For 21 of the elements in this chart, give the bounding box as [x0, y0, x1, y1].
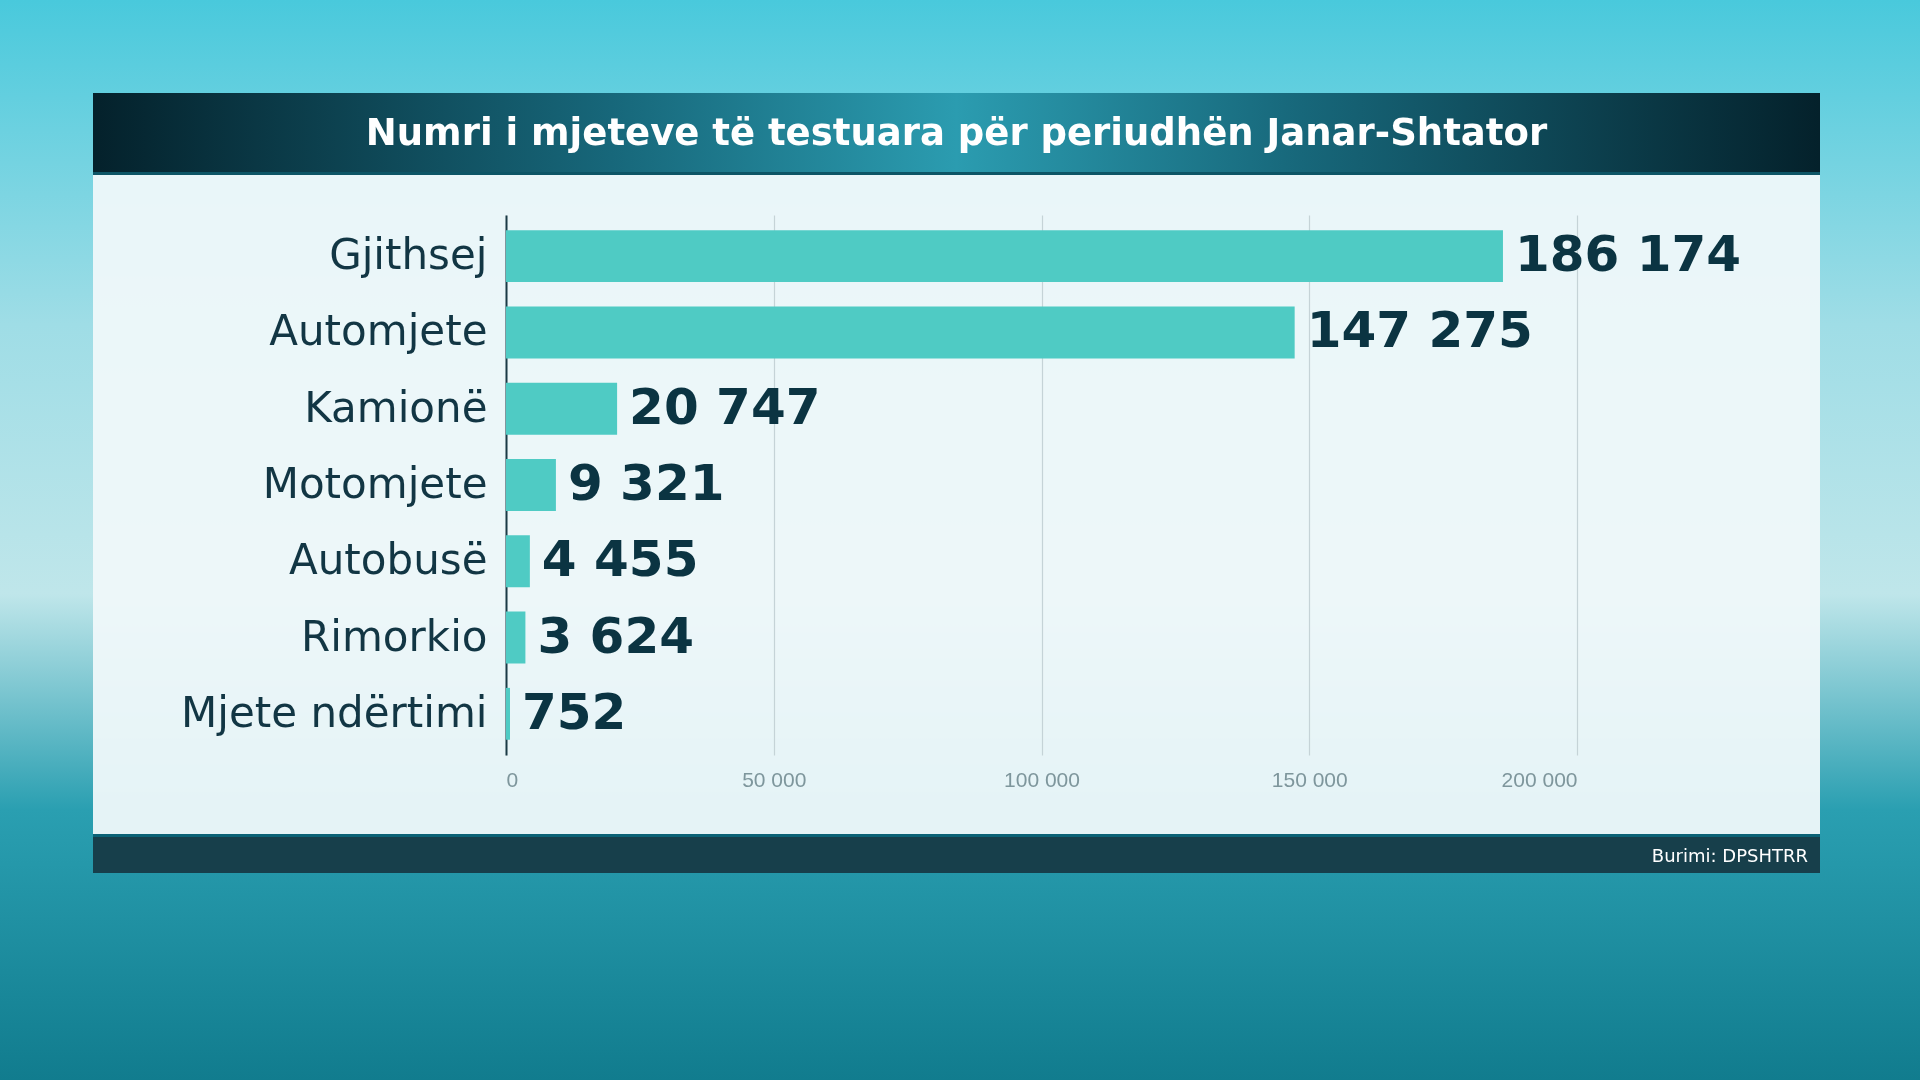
data-label: 3 624	[537, 606, 694, 665]
data-label: 9 321	[567, 454, 725, 512]
text: Burimi: DPSHTRR	[1651, 844, 1808, 866]
y-tick-label: Motomjete	[262, 459, 488, 508]
y-tick-label: Gjithsej	[329, 230, 488, 280]
y-tick-label: Autobusë	[288, 535, 488, 585]
data-label: 752	[522, 682, 627, 741]
x-tick-label: 0	[506, 767, 519, 791]
y-tick-label: Rimorkio	[301, 611, 488, 661]
y-tick-label: Automjete	[269, 306, 488, 356]
data-label: 147 275	[1306, 301, 1533, 360]
x-tick-label: 200 000	[1501, 767, 1578, 791]
data-label: 186 174	[1514, 225, 1742, 284]
x-tick-label: 150 000	[1271, 767, 1348, 791]
data-label: 4 455	[541, 530, 699, 589]
chart-title: Numri i mjeteve të testuara për periudhën Janar-Shtator	[365, 111, 1548, 154]
y-tick-label: Mjete ndërtimi	[180, 687, 488, 737]
x-tick-label: 50 000	[742, 767, 807, 791]
data-label: 20 747	[629, 377, 821, 436]
y-tick-label: Kamionë	[304, 382, 488, 432]
x-tick-label: 100 000	[1004, 767, 1080, 791]
